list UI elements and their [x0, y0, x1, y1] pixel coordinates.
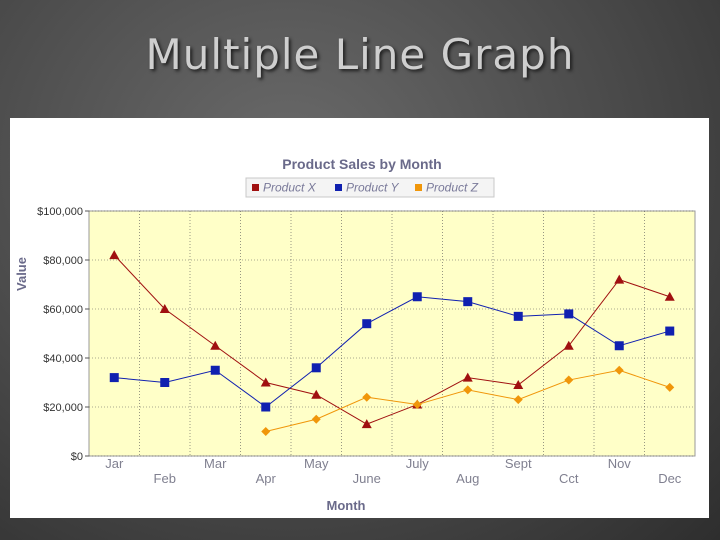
data-point-triangle: [361, 419, 372, 429]
data-point-square: [412, 292, 422, 302]
data-point-diamond: [412, 400, 422, 410]
y-tick-label: $80,000: [43, 255, 83, 267]
data-point-square: [614, 341, 624, 351]
data-point-triangle: [210, 340, 221, 350]
data-point-triangle: [513, 379, 524, 389]
x-tick-label: Nov: [608, 456, 632, 471]
data-point-triangle: [563, 340, 574, 350]
legend-swatch: [252, 184, 259, 191]
x-tick-label: July: [406, 456, 430, 471]
data-point-square: [665, 326, 675, 336]
data-point-diamond: [463, 385, 473, 395]
x-tick-label: Mar: [204, 456, 227, 471]
x-tick-label: Dec: [658, 471, 682, 486]
x-tick-label: Cct: [559, 471, 579, 486]
data-point-diamond: [362, 392, 372, 402]
legend-label: Product Y: [346, 181, 399, 195]
plot-area: $0 $20,000 $40,000 $60,000 $80,000 $100,000 Ja…: [37, 206, 696, 486]
x-tick-label: June: [353, 471, 381, 486]
data-point-diamond: [513, 395, 523, 405]
data-point-diamond: [564, 375, 574, 385]
data-point-square: [109, 373, 119, 383]
data-point-triangle: [614, 274, 625, 284]
y-tick-label: $100,000: [37, 206, 83, 218]
data-point-square: [463, 297, 473, 307]
x-tick-label: Jar: [105, 456, 124, 471]
chart-legend: Product X Product Y Product Z: [245, 177, 495, 198]
y-tick-label: $20,000: [43, 402, 83, 414]
chart-title: Product Sales by Month: [282, 156, 441, 172]
y-tick-label: $60,000: [43, 304, 83, 316]
y-tick-label: $0: [71, 451, 83, 463]
legend-swatch: [335, 184, 342, 191]
data-point-triangle: [664, 291, 675, 301]
data-point-square: [513, 311, 523, 321]
data-point-square: [160, 378, 170, 387]
data-point-triangle: [159, 304, 170, 313]
data-point-square: [210, 365, 220, 375]
data-point-triangle: [109, 250, 120, 260]
line-chart: Product Sales by Month Product X Product …: [14, 156, 696, 513]
data-point-diamond: [614, 365, 624, 375]
series-line-2: [114, 296, 670, 408]
data-point-diamond: [261, 427, 271, 436]
data-point-square: [261, 402, 271, 412]
y-axis-label: Value: [14, 257, 29, 291]
legend-box: [245, 177, 495, 198]
data-point-diamond: [311, 414, 321, 424]
x-tick-label: Aug: [456, 471, 479, 486]
series-line-1: [113, 254, 670, 425]
x-tick-label: Sept: [505, 456, 532, 471]
data-point-triangle: [311, 389, 322, 399]
data-point-triangle: [260, 377, 271, 387]
legend-label: Product Z: [426, 181, 479, 195]
legend-swatch: [415, 184, 422, 191]
data-point-square: [362, 319, 372, 329]
data-point-square: [311, 363, 321, 373]
legend-label: Product X: [263, 181, 317, 195]
x-axis-label: Month: [327, 498, 366, 513]
x-tick-label: Feb: [154, 471, 176, 486]
slide-title: Multiple Line Graph: [145, 30, 575, 79]
y-tick-label: $40,000: [43, 353, 83, 365]
data-point-diamond: [665, 382, 675, 392]
chart-panel: Product Sales by Month Product X Product …: [10, 118, 709, 518]
data-point-triangle: [462, 372, 473, 382]
data-point-square: [564, 309, 574, 319]
x-tick-label: Apr: [256, 471, 277, 486]
x-tick-label: May: [304, 456, 329, 471]
